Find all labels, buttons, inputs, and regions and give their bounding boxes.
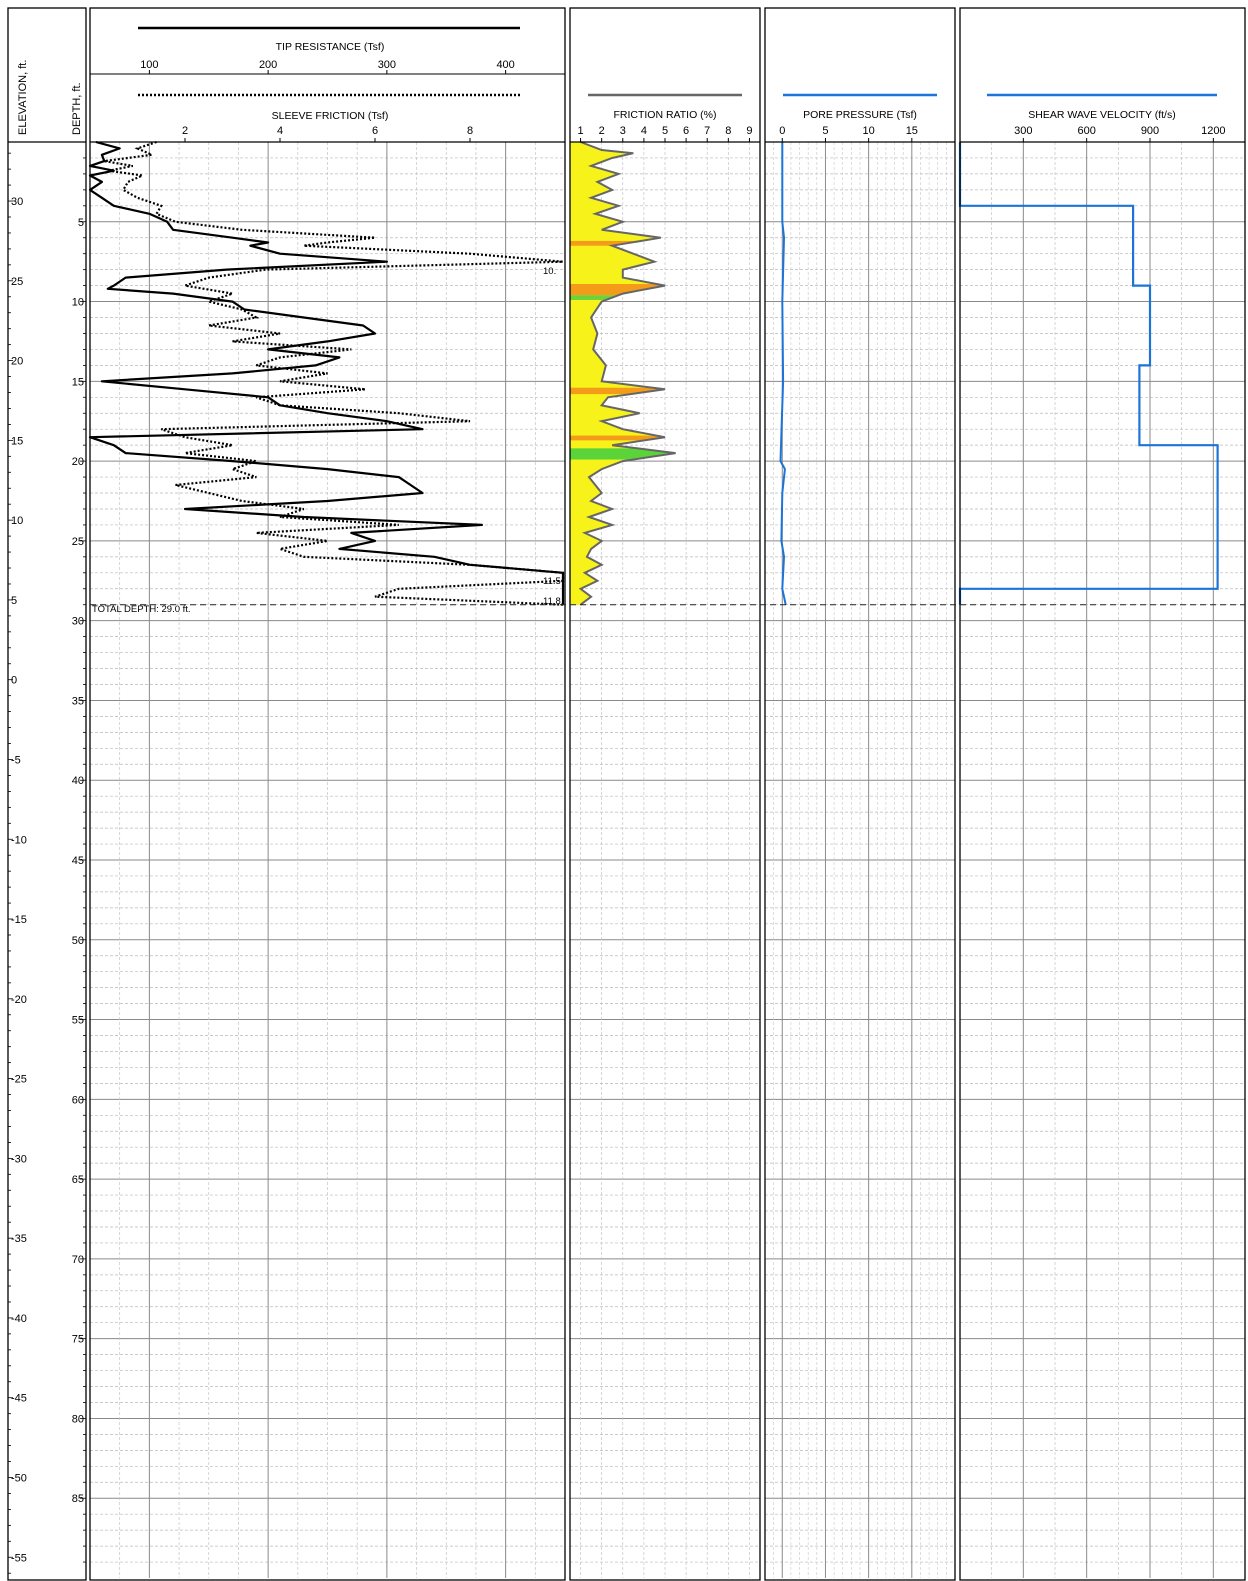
sleeve-tick-label-3: 6 [372,125,378,137]
fr-tick-label-6: 6 [683,125,689,137]
pore-pressure-curve [779,142,787,605]
fr-tick-label-1: 1 [577,125,583,137]
depth-label-14: 70 [72,1254,84,1266]
depth-label-17: 85 [72,1493,84,1505]
tip-resistance-curve [88,140,565,605]
sleeve-friction-title: SLEEVE FRICTION (Tsf) [272,110,389,122]
fr-band-6 [570,448,676,460]
depth-label-6: 30 [72,616,84,628]
depth-label-15: 75 [72,1334,84,1346]
elevation-label-12: -25 [11,1074,27,1086]
elevation-label-16: -45 [11,1393,27,1405]
elevation-label-13: -30 [11,1153,27,1165]
fr-tick-label-3: 3 [620,125,626,137]
fr-band-5 [570,435,676,441]
fr-tick-label-8: 8 [725,125,731,137]
elevation-label-1: 30 [11,196,23,208]
pore-pressure-title: PORE PRESSURE (Tsf) [803,109,917,121]
elevation-label-18: -55 [11,1552,27,1564]
fr-band-2 [570,284,676,296]
total-depth-label: TOTAL DEPTH: 29.0 ft. [92,604,191,615]
fr-fill [570,142,676,605]
track-frame-2 [569,7,761,1581]
fr-tick-label-7: 7 [704,125,710,137]
elevation-label-4: 15 [11,435,23,447]
elevation-label-9: -10 [11,834,27,846]
sleeve-tick-label-1: 2 [182,125,188,137]
pp-tick-label-2: 5 [822,125,828,137]
depth-label-16: 80 [72,1413,84,1425]
elevation-label-14: -35 [11,1233,27,1245]
sw-tick-label-2: 600 [1077,125,1095,137]
depth-label-11: 55 [72,1015,84,1027]
elevation-label-10: -15 [11,914,27,926]
tip-tick-label-1: 100 [140,59,158,71]
elevation-label-11: -20 [11,994,27,1006]
sw-tick-label-3: 900 [1141,125,1159,137]
track-frame-3 [764,7,956,1581]
depth-label-5: 25 [72,536,84,548]
elevation-axis-label: ELEVATION, ft. [17,60,29,135]
depth-label-1: 5 [78,217,84,229]
fr-band-4 [570,387,676,395]
off-scale-label-3: 11.8 [543,596,561,607]
sw-tick-label-4: 1200 [1201,125,1225,137]
pp-tick-label-1: 0 [779,125,785,137]
depth-label-3: 15 [72,376,84,388]
fr-tick-label-2: 2 [599,125,605,137]
elevation-label-5: 10 [11,515,23,527]
elevation-label-8: -5 [11,754,21,766]
fr-tick-label-5: 5 [662,125,668,137]
tip-tick-label-2: 200 [259,59,277,71]
sleeve-friction-curve [104,140,565,606]
plot-layer [88,140,1219,606]
depth-label-7: 35 [72,695,84,707]
elevation-label-17: -50 [11,1472,27,1484]
tip-tick-label-4: 400 [496,59,514,71]
depth-label-12: 60 [72,1094,84,1106]
off-scale-label-1: 10. [543,266,556,277]
track-frame-1 [89,7,566,1581]
depth-label-2: 10 [72,297,84,309]
sw-tick-label-1: 300 [1014,125,1032,137]
elevation-label-7: 0 [11,675,17,687]
shear-wave-velocity-curve [958,142,1219,605]
track-frame-4 [959,7,1246,1581]
fr-tick-label-9: 9 [746,125,752,137]
grid-layer [90,142,1246,1578]
tip-resistance-title: TIP RESISTANCE (Tsf) [276,41,385,53]
friction-ratio-curve [578,141,676,606]
depth-label-10: 50 [72,935,84,947]
elevation-label-15: -40 [11,1313,27,1325]
shear-wave-velocity-title: SHEAR WAVE VELOCITY (ft/s) [1028,109,1175,121]
depth-column-frame [7,7,87,1581]
elevation-label-3: 20 [11,356,23,368]
elevation-label-6: 5 [11,595,17,607]
fr-tick-label-4: 4 [641,125,647,137]
pp-tick-label-4: 15 [906,125,918,137]
sleeve-tick-label-2: 4 [277,125,283,137]
depth-axis-label: DEPTH, ft. [71,82,83,135]
sleeve-tick-label-4: 8 [467,125,473,137]
off-scale-label-2: 11.5 [543,576,561,587]
depth-label-4: 20 [72,456,84,468]
tip-tick-label-3: 300 [378,59,396,71]
elevation-label-2: 25 [11,276,23,288]
friction-ratio-title: FRICTION RATIO (%) [613,109,716,121]
depth-label-13: 65 [72,1174,84,1186]
depth-label-9: 45 [72,855,84,867]
pp-tick-label-3: 10 [863,125,875,137]
depth-label-8: 40 [72,775,84,787]
